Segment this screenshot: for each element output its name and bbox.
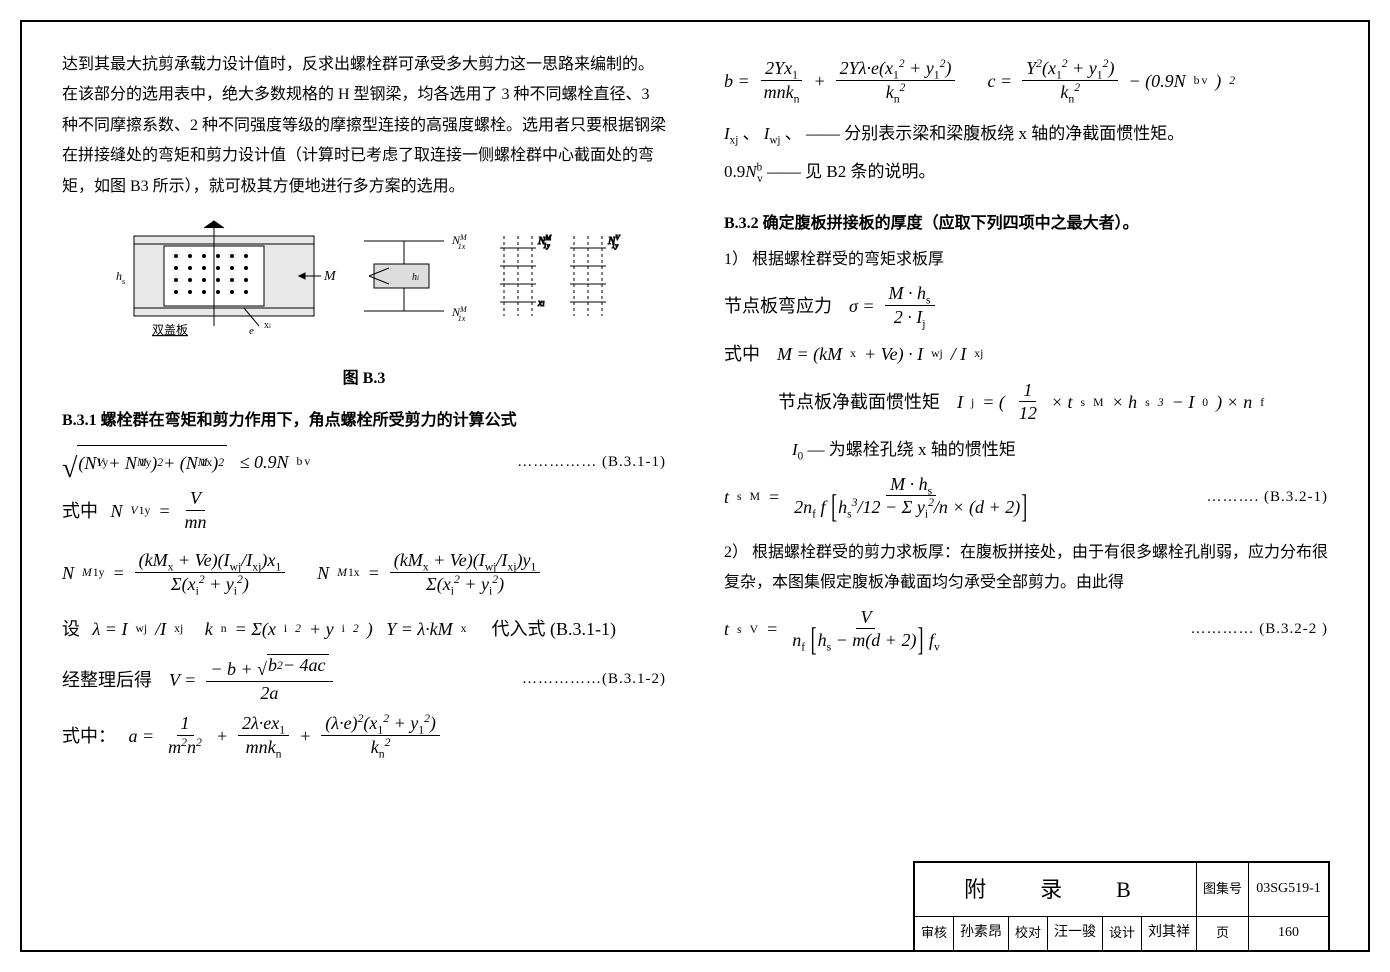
lambda-assume: 设 λ = Iwj/Ixj kn = Σ(xi2 + yi2) Y = λ·kM… xyxy=(62,612,666,646)
tb-audit-value: 孙素昂 xyxy=(953,917,1008,951)
tb-set-value: 03SG519-1 xyxy=(1249,862,1329,917)
title-block: 附 录 B 图集号 03SG519-1 审核 孙素昂 校对 汪一骏 设计 刘其祥… xyxy=(913,861,1330,952)
left-column: 达到其最大抗剪承载力设计值时，反求出螺栓群可承受多大剪力这一思路来编制的。在该部… xyxy=(62,50,674,950)
eq-b-c: b = 2Yx1mnkn + 2Yλ·e(x12 + y12)kn2 c = Y… xyxy=(724,50,1328,112)
svg-text:NM1y: NM1y xyxy=(537,234,552,250)
eq-b312-number: ……………(B.3.1-2) xyxy=(498,665,666,694)
intro-paragraph: 达到其最大抗剪承载力设计值时，反求出螺栓群可承受多大剪力这一思路来编制的。在该部… xyxy=(62,50,666,202)
where-n1yv: 式中 NV1y = Vmn xyxy=(62,488,666,534)
i0-def: I0 — 为螺栓孔绕 x 轴的惯性矩 xyxy=(792,434,1328,466)
svg-text:xi: xi xyxy=(264,320,271,331)
tb-page-value: 160 xyxy=(1249,917,1329,951)
eq-b321-number: ………. (B.3.2-1) xyxy=(1183,483,1329,512)
figure-b3-svg: M hs 双盖板 e xi NM1x NM1x hi xyxy=(104,216,624,356)
tb-page-label: 页 xyxy=(1196,917,1248,951)
svg-text:NM1x: NM1x xyxy=(451,304,468,322)
eq-b311: √ (NV1y + NM1y)2 + (NM1x)2 ≤ 0.9Nbv …………… xyxy=(62,445,666,480)
tb-title: 附 录 B xyxy=(914,862,1196,917)
heading-b31: B.3.1 螺栓群在弯矩和剪力作用下，角点螺栓所受剪力的计算公式 xyxy=(62,406,666,436)
tb-check-value: 汪一骏 xyxy=(1047,917,1102,951)
item-1: 1） 根据螺栓群受的弯矩求板厚 xyxy=(724,245,1328,275)
svg-text:NM1x: NM1x xyxy=(451,232,468,250)
tb-design-label: 设计 xyxy=(1102,917,1141,951)
sigma-eq: 节点板弯应力 σ = M · hs2 · Ij xyxy=(724,283,1328,329)
eq-b312: 经整理后得 V = − b + √b2 − 4ac 2a ……………(B.3.1… xyxy=(62,654,666,705)
svg-text:M: M xyxy=(323,269,337,284)
eq-b322: tsV = V nf [hs − m(d + 2)] fv ………… (B.3.… xyxy=(724,607,1328,653)
item-2: 2） 根据螺栓群受的剪力求板厚：在腹板拼接处，由于有很多螺栓孔削弱，应力分布很复… xyxy=(724,538,1328,599)
svg-text:xi: xi xyxy=(537,298,544,309)
figure-caption: 图 B.3 xyxy=(62,364,666,394)
right-column: b = 2Yx1mnkn + 2Yλ·e(x12 + y12)kn2 c = Y… xyxy=(716,50,1328,950)
heading-b32: B.3.2 确定腹板拼接板的厚度（应取下列四项中之最大者）。 xyxy=(724,209,1328,239)
ij-eq: 节点板净截面惯性矩 Ij = ( 112 × tsM × hs3 − I0 ) … xyxy=(778,380,1328,426)
m-eq: 式中 M = (kMx + Ve) · Iwj / Ixj xyxy=(724,337,1328,371)
eq-b321: tsM = M · hs 2nf f [hs3/12 − Σ yi2/n × (… xyxy=(724,474,1328,520)
svg-text:s: s xyxy=(122,277,125,286)
where-a: 式中： a = 1m2n2 + 2λ·ex1mnkn + (λ·e)2(x12 … xyxy=(62,713,666,759)
ixj-iwj-def: Ixj 、 Iwj 、 —— 分别表示梁和梁腹板绕 x 轴的净截面惯性矩。 xyxy=(724,118,1328,150)
tb-check-label: 校对 xyxy=(1008,917,1047,951)
svg-text:hi: hi xyxy=(412,272,419,283)
tb-design-value: 刘其祥 xyxy=(1141,917,1196,951)
tb-set-label: 图集号 xyxy=(1196,862,1248,917)
svg-text:双盖板: 双盖板 xyxy=(152,323,188,337)
figure-b3: M hs 双盖板 e xi NM1x NM1x hi xyxy=(104,216,624,356)
eq-n1ym-n1xm: NM1y = (kMx + Ve)(Iwj/Ixj)x1 Σ(xi2 + yi2… xyxy=(62,542,666,604)
nvb-def: 0.9Nbv —— 见 B2 条的说明。 xyxy=(724,156,1328,188)
svg-text:e: e xyxy=(249,325,254,337)
page-frame: 达到其最大抗剪承载力设计值时，反求出螺栓群可承受多大剪力这一思路来编制的。在该部… xyxy=(20,20,1370,952)
eq-b322-number: ………… (B.3.2-2 ) xyxy=(1167,615,1329,644)
tb-audit-label: 审核 xyxy=(914,917,953,951)
eq-b311-number: …………… (B.3.1-1) xyxy=(493,448,666,477)
svg-text:NV1y: NV1y xyxy=(607,234,620,250)
